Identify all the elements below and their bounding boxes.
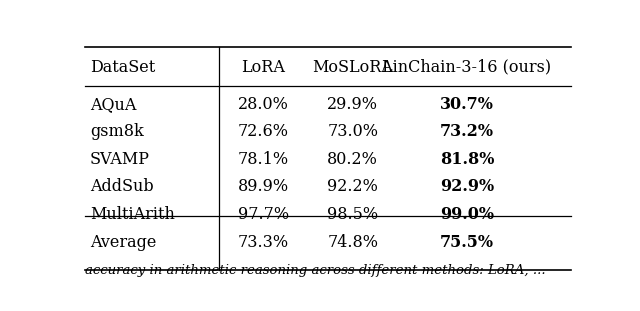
Text: MoSLoRA: MoSLoRA <box>312 59 393 76</box>
Text: 98.5%: 98.5% <box>327 206 378 223</box>
Text: 74.8%: 74.8% <box>327 234 378 251</box>
Text: 72.6%: 72.6% <box>238 123 289 140</box>
Text: 80.2%: 80.2% <box>328 151 378 168</box>
Text: 97.7%: 97.7% <box>238 206 289 223</box>
Text: 78.1%: 78.1% <box>238 151 289 168</box>
Text: DataSet: DataSet <box>90 59 155 76</box>
Text: accuracy in arithmetic reasoning across different methods: LoRA, ...: accuracy in arithmetic reasoning across … <box>85 264 545 277</box>
Text: 81.8%: 81.8% <box>440 151 494 168</box>
Text: SVAMP: SVAMP <box>90 151 150 168</box>
Text: 73.0%: 73.0% <box>327 123 378 140</box>
Text: 29.9%: 29.9% <box>327 96 378 113</box>
Text: 92.9%: 92.9% <box>440 179 494 196</box>
Text: 28.0%: 28.0% <box>238 96 289 113</box>
Text: 75.5%: 75.5% <box>440 234 494 251</box>
Text: 30.7%: 30.7% <box>440 96 494 113</box>
Text: gsm8k: gsm8k <box>90 123 143 140</box>
Text: MultiArith: MultiArith <box>90 206 175 223</box>
Text: 92.2%: 92.2% <box>328 179 378 196</box>
Text: LinChain-3-16 (ours): LinChain-3-16 (ours) <box>382 59 552 76</box>
Text: AddSub: AddSub <box>90 179 154 196</box>
Text: 89.9%: 89.9% <box>238 179 289 196</box>
Text: 73.3%: 73.3% <box>238 234 289 251</box>
Text: 99.0%: 99.0% <box>440 206 494 223</box>
Text: AQuA: AQuA <box>90 96 136 113</box>
Text: Average: Average <box>90 234 156 251</box>
Text: 73.2%: 73.2% <box>440 123 494 140</box>
Text: LoRA: LoRA <box>241 59 285 76</box>
